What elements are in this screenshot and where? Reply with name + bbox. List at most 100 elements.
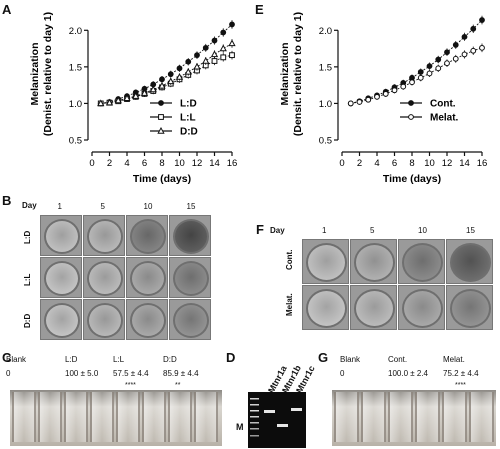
panel-label-e: E [255, 2, 264, 17]
y-tick-label: 2.0 [69, 26, 82, 37]
panel-c-value: 85.9 ± 4.4 [163, 369, 199, 378]
data-point [356, 99, 363, 105]
x-tick-label: 16 [477, 158, 488, 169]
panel-c-label: D:D [163, 355, 177, 364]
gel-band-mtnr1a [264, 410, 275, 413]
x-axis-label: Time (days) [383, 173, 441, 185]
petri-dish [130, 219, 166, 254]
panel-b-plate [126, 257, 168, 298]
petri-dish [173, 303, 209, 338]
petri-dish [450, 289, 491, 328]
petri-dish [450, 243, 491, 282]
panel-c-tube [12, 392, 36, 442]
y-tick-label: 1.0 [69, 99, 82, 110]
panel-b-plate [126, 215, 168, 256]
petri-dish [354, 289, 395, 328]
panel-b-plate [40, 257, 82, 298]
data-point [123, 94, 131, 102]
panel-b-plate [40, 299, 82, 340]
data-point [167, 77, 175, 85]
data-point [228, 39, 236, 47]
data-point [211, 37, 218, 44]
panel-b-day-5: 5 [100, 202, 105, 211]
series-line [350, 47, 483, 104]
legend-marker [408, 114, 414, 120]
data-point [219, 44, 227, 52]
panel-b-day-15: 15 [186, 202, 196, 211]
panel-label-c: C [2, 350, 12, 365]
data-point [374, 93, 380, 100]
panel-g-value: 100.0 ± 2.4 [388, 369, 428, 378]
petri-dish [87, 303, 123, 338]
y-tick-label: 2.0 [319, 26, 332, 37]
data-point [479, 17, 485, 23]
panel-c-significance: **** [125, 382, 136, 389]
petri-dish [130, 261, 166, 296]
panel-b-plate [83, 215, 125, 256]
x-tick-label: 2 [357, 158, 362, 169]
x-tick-label: 12 [442, 158, 453, 169]
panel-f-plate [302, 239, 349, 284]
x-tick-label: 16 [227, 158, 238, 169]
panel-b-day-label: Day [22, 201, 37, 210]
data-point [409, 79, 415, 86]
data-point [417, 69, 424, 75]
x-tick-label: 10 [174, 158, 185, 169]
data-point [452, 42, 459, 48]
panel-f-plate [446, 285, 493, 330]
legend-marker [157, 126, 165, 134]
y-axis-label-line1: Melanization [279, 42, 291, 105]
data-point [159, 76, 165, 83]
gel-marker-label: M [236, 422, 244, 432]
petri-dish [87, 219, 123, 254]
data-point [211, 58, 218, 64]
panel-b-plate [83, 299, 125, 340]
data-point [452, 55, 459, 62]
data-point [229, 21, 235, 28]
panel-f-plate [398, 285, 445, 330]
x-tick-label: 6 [392, 158, 397, 169]
legend-label: Melat. [430, 113, 459, 124]
data-point [202, 44, 209, 51]
panel-f-row-label: Cont. [285, 249, 294, 270]
gel-band-mtnr1c [291, 408, 302, 411]
x-tick-label: 14 [459, 158, 470, 169]
petri-dish [173, 261, 209, 296]
series-2 [97, 39, 236, 107]
panel-c-label: Blank [6, 355, 27, 364]
data-point [470, 47, 477, 54]
panel-f-day-10: 10 [418, 226, 427, 235]
panel-label-g: G [318, 350, 329, 365]
series-line [100, 24, 233, 104]
panel-f-day-15: 15 [466, 226, 475, 235]
data-point [185, 58, 192, 65]
panel-b-row-label: L:L [23, 273, 32, 286]
gel-band-mtnr1b [277, 424, 288, 427]
data-point [210, 50, 219, 58]
panel-c-value: 57.5 ± 4.4 [113, 369, 149, 378]
panel-c-value: 0 [6, 369, 11, 378]
x-tick-label: 8 [159, 158, 164, 169]
data-point [426, 70, 433, 77]
petri-dish [402, 289, 443, 328]
y-axis-label-line2: (Denist. relative to day 1) [42, 12, 54, 136]
panel-f-plate [350, 239, 397, 284]
series-1 [347, 43, 485, 107]
y-tick-label: 0.5 [69, 136, 82, 147]
chart-a: 0.5 1.0 1.5 2.0 0 2 4 6 8 10 12 14 16 Time (days) Mela… [0, 0, 250, 195]
panel-g-value: 75.2 ± 4.4 [443, 369, 479, 378]
x-tick-label: 2 [107, 158, 112, 169]
panel-g-tube [334, 392, 359, 442]
x-tick-label: 4 [374, 158, 379, 169]
x-axis-label: Time (days) [133, 173, 191, 185]
legend-label: D:D [180, 127, 198, 138]
y-tick-label: 1.5 [319, 62, 332, 73]
panel-g-label: Cont. [388, 355, 408, 364]
y-axis-label-line2: (Densit. relative to day 1) [292, 12, 304, 136]
data-point [158, 81, 166, 89]
legend-label: L:D [180, 99, 197, 110]
panel-g: Blank 0 Cont. 100.0 ± 2.4 Melat. 75.2 ± 4.4 **… [318, 350, 500, 449]
data-point [176, 65, 183, 72]
petri-dish [402, 243, 443, 282]
data-point [202, 56, 210, 64]
